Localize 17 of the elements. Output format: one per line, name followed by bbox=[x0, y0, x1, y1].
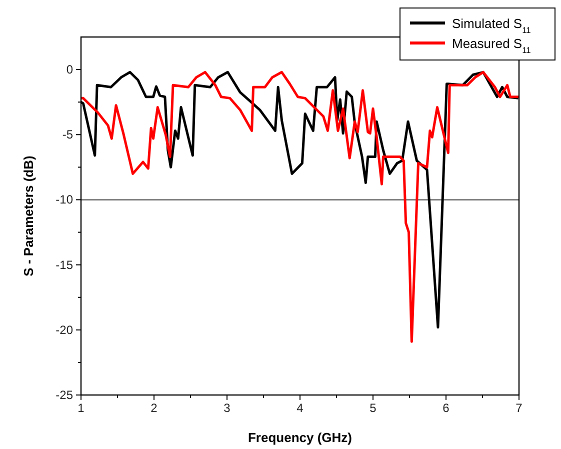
x-tick-label: 6 bbox=[442, 401, 450, 415]
x-axis-title: Frequency (GHz) bbox=[248, 430, 352, 445]
x-tick-label: 1 bbox=[78, 401, 85, 415]
y-axis-title: S - Parameters (dB) bbox=[21, 156, 36, 276]
y-tick-label: -5 bbox=[62, 128, 74, 142]
x-tick-label: 3 bbox=[224, 401, 231, 415]
y-tick-label: -15 bbox=[56, 258, 74, 272]
y-tick-label: -10 bbox=[56, 192, 74, 207]
x-tick-label: 5 bbox=[370, 401, 377, 415]
y-tick-label: -25 bbox=[56, 388, 74, 402]
x-tick-label: 2 bbox=[150, 401, 158, 415]
x-tick-label: 7 bbox=[516, 401, 523, 415]
x-tick-label: 4 bbox=[296, 401, 304, 415]
y-tick-label: 0 bbox=[66, 62, 74, 77]
y-tick-label: -20 bbox=[56, 322, 74, 337]
legend-label: Simulated S$_{11}$ bbox=[452, 16, 532, 35]
legend-label: Measured S$_{11}$ bbox=[452, 36, 532, 55]
